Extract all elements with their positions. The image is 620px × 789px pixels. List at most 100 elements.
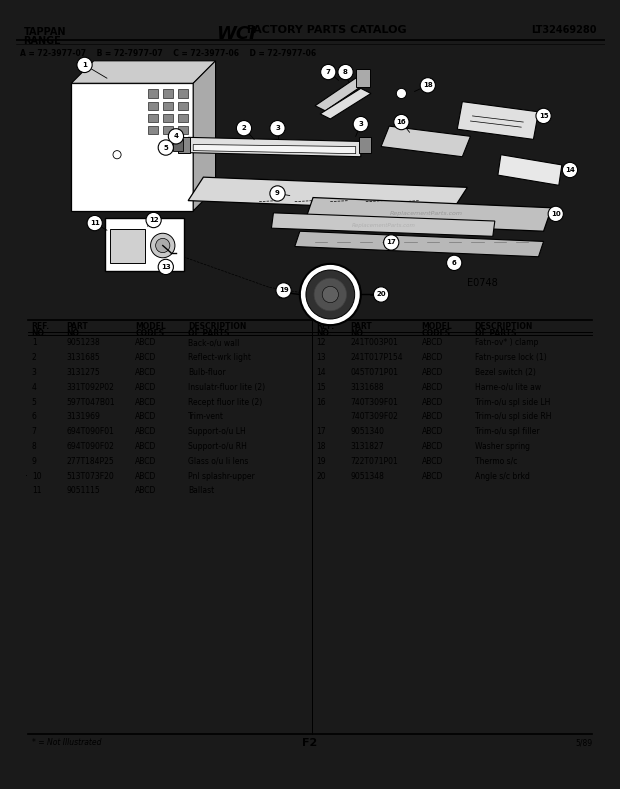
Text: ABCD: ABCD xyxy=(422,442,443,451)
Text: 14: 14 xyxy=(565,167,575,173)
Text: 9051115: 9051115 xyxy=(66,486,100,495)
Text: 10: 10 xyxy=(551,211,560,217)
Text: NO.: NO. xyxy=(316,329,332,338)
Text: E0748: E0748 xyxy=(467,279,498,288)
FancyBboxPatch shape xyxy=(148,102,157,110)
Text: 14: 14 xyxy=(316,368,326,377)
Text: 331T092P02: 331T092P02 xyxy=(66,383,114,392)
FancyBboxPatch shape xyxy=(105,218,184,271)
Text: 6: 6 xyxy=(452,260,456,266)
Text: ABCD: ABCD xyxy=(135,442,157,451)
Text: Insulatr-fluor lite (2): Insulatr-fluor lite (2) xyxy=(188,383,265,392)
Text: 3: 3 xyxy=(275,125,280,131)
Text: MODEL: MODEL xyxy=(422,322,453,331)
Text: ReplacementParts.com: ReplacementParts.com xyxy=(352,222,416,227)
Text: NO.: NO. xyxy=(351,329,366,338)
Polygon shape xyxy=(193,144,356,154)
Text: 8: 8 xyxy=(343,69,348,75)
Text: 513T073F20: 513T073F20 xyxy=(66,472,114,481)
Text: 17: 17 xyxy=(316,427,326,436)
Text: PART: PART xyxy=(351,322,373,331)
Text: ABCD: ABCD xyxy=(422,413,443,421)
Text: 13: 13 xyxy=(316,353,326,362)
Text: Thermo s/c: Thermo s/c xyxy=(474,457,517,466)
Text: 2: 2 xyxy=(32,353,37,362)
Text: 5/89: 5/89 xyxy=(575,739,592,747)
Circle shape xyxy=(446,255,462,271)
Text: 241T017P154: 241T017P154 xyxy=(351,353,403,362)
Text: Recept fluor lite (2): Recept fluor lite (2) xyxy=(188,398,262,406)
Text: ReplacementParts.com: ReplacementParts.com xyxy=(390,211,463,216)
Text: ABCD: ABCD xyxy=(422,383,443,392)
Text: 597T047B01: 597T047B01 xyxy=(66,398,115,406)
Text: 7: 7 xyxy=(326,69,330,75)
Text: Bulb-fluor: Bulb-fluor xyxy=(188,368,226,377)
FancyBboxPatch shape xyxy=(178,89,188,98)
FancyBboxPatch shape xyxy=(178,102,188,110)
Text: ABCD: ABCD xyxy=(135,472,157,481)
Text: 18: 18 xyxy=(423,82,433,88)
Text: 4: 4 xyxy=(32,383,37,392)
Circle shape xyxy=(314,279,347,311)
Text: 694T090F01: 694T090F01 xyxy=(66,427,114,436)
Text: Reflect-wrk light: Reflect-wrk light xyxy=(188,353,251,362)
Text: FACTORY PARTS CATALOG: FACTORY PARTS CATALOG xyxy=(243,25,407,35)
FancyBboxPatch shape xyxy=(162,89,173,98)
Text: LT32469280: LT32469280 xyxy=(531,25,596,35)
Text: 10: 10 xyxy=(32,472,42,481)
Text: Glass o/u li lens: Glass o/u li lens xyxy=(188,457,249,466)
Text: ABCD: ABCD xyxy=(135,413,157,421)
Text: * = Not Illustrated: * = Not Illustrated xyxy=(32,739,101,747)
Polygon shape xyxy=(305,197,552,231)
Polygon shape xyxy=(498,155,562,185)
Text: Support-o/u RH: Support-o/u RH xyxy=(188,442,247,451)
Text: 3131688: 3131688 xyxy=(351,383,384,392)
Text: Back-o/u wall: Back-o/u wall xyxy=(188,338,239,347)
Text: ·: · xyxy=(25,472,28,481)
Polygon shape xyxy=(458,102,539,140)
Text: ABCD: ABCD xyxy=(422,398,443,406)
Text: 13: 13 xyxy=(161,264,171,270)
Text: 9051340: 9051340 xyxy=(351,427,384,436)
Text: 15: 15 xyxy=(539,113,548,119)
Text: 6: 6 xyxy=(32,413,37,421)
Circle shape xyxy=(300,264,361,325)
Text: 17: 17 xyxy=(386,239,396,245)
Text: 9051348: 9051348 xyxy=(351,472,384,481)
FancyBboxPatch shape xyxy=(162,126,173,134)
Text: 241T003P01: 241T003P01 xyxy=(351,338,399,347)
Text: 5: 5 xyxy=(164,144,168,151)
Circle shape xyxy=(322,286,339,303)
Text: 15: 15 xyxy=(316,383,326,392)
Circle shape xyxy=(420,77,435,93)
Text: Bezel switch (2): Bezel switch (2) xyxy=(474,368,536,377)
Text: Trim-o/u spl side LH: Trim-o/u spl side LH xyxy=(474,398,550,406)
Text: 694T090F02: 694T090F02 xyxy=(66,442,114,451)
Text: TAPPAN: TAPPAN xyxy=(24,27,66,37)
Text: NO.: NO. xyxy=(32,329,48,338)
Text: 3: 3 xyxy=(32,368,37,377)
Text: 3: 3 xyxy=(358,121,363,127)
Text: 045T071P01: 045T071P01 xyxy=(351,368,399,377)
Polygon shape xyxy=(294,231,544,256)
Text: WCI: WCI xyxy=(216,25,257,43)
Text: 11: 11 xyxy=(32,486,42,495)
Text: ABCD: ABCD xyxy=(422,368,443,377)
Circle shape xyxy=(536,108,551,124)
Text: REF.: REF. xyxy=(316,322,334,331)
Circle shape xyxy=(151,234,175,258)
Polygon shape xyxy=(71,61,216,84)
Circle shape xyxy=(276,282,291,298)
Text: 277T184P25: 277T184P25 xyxy=(66,457,114,466)
Text: NO.: NO. xyxy=(66,329,82,338)
Text: Trim-vent: Trim-vent xyxy=(188,413,224,421)
Circle shape xyxy=(353,117,368,132)
Text: 7: 7 xyxy=(32,427,37,436)
Text: Harne-o/u lite aw: Harne-o/u lite aw xyxy=(474,383,541,392)
Text: 4: 4 xyxy=(174,133,179,140)
Text: 11: 11 xyxy=(90,220,100,226)
Text: 1: 1 xyxy=(82,62,87,68)
Text: Ballast: Ballast xyxy=(188,486,215,495)
Text: 740T309F02: 740T309F02 xyxy=(351,413,399,421)
Circle shape xyxy=(373,287,389,302)
